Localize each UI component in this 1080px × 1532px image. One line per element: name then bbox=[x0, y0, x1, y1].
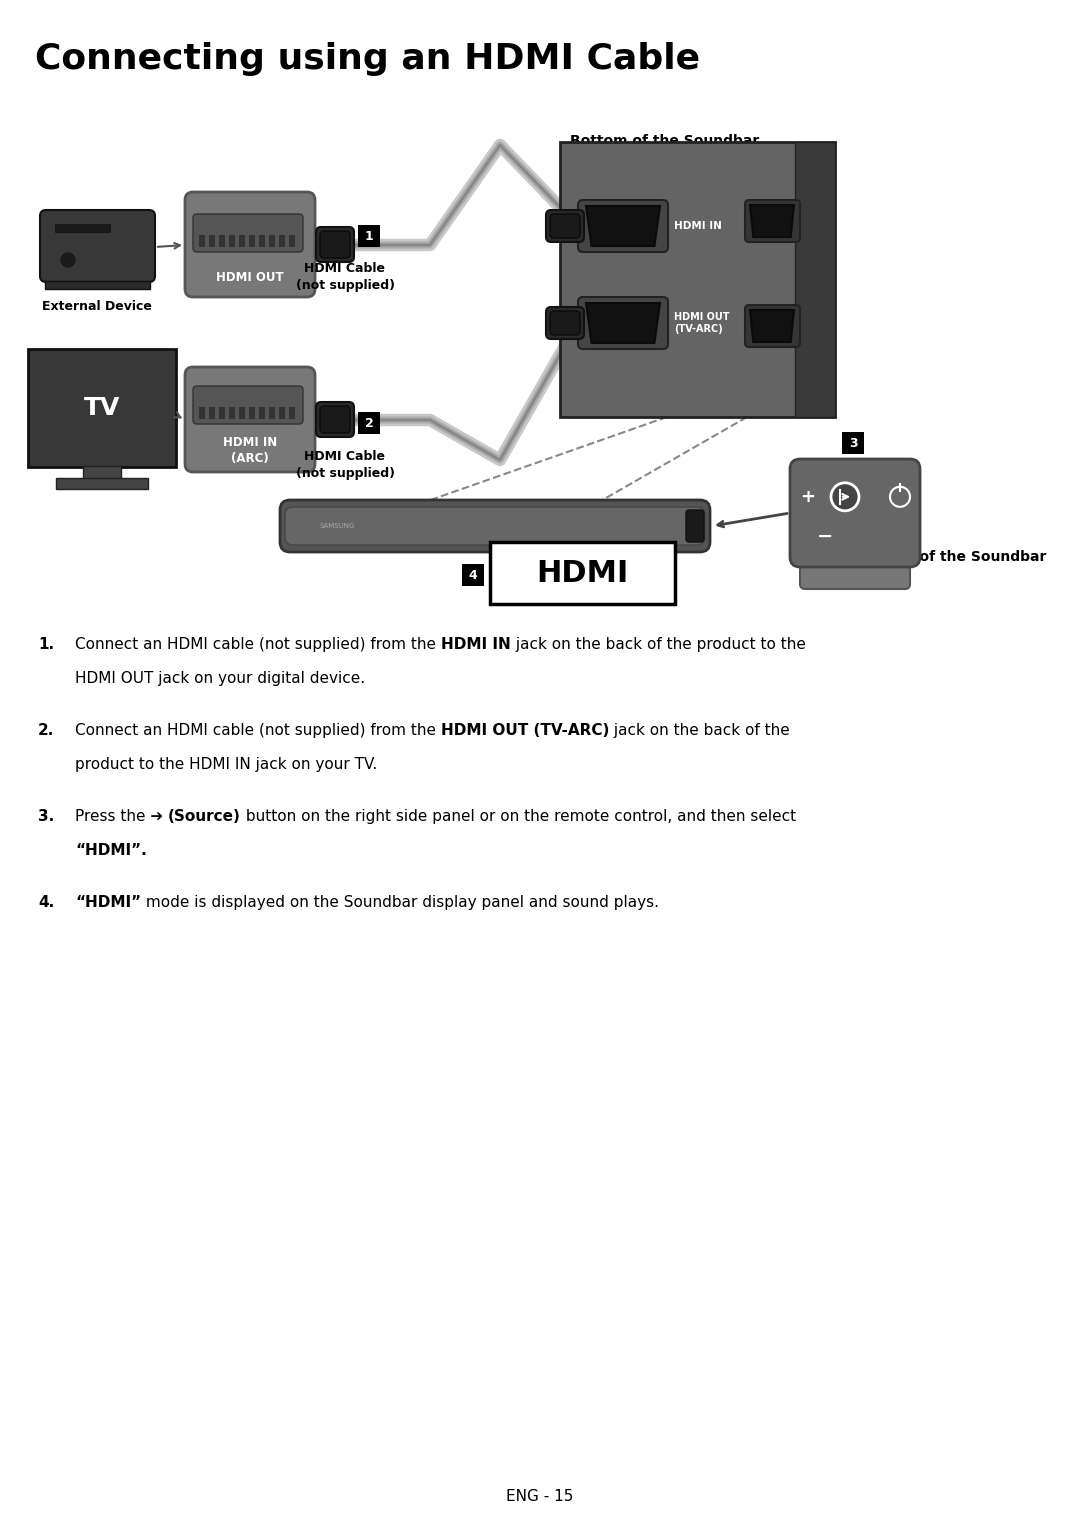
Bar bbox=[249, 234, 255, 247]
Text: Right Side of the Soundbar: Right Side of the Soundbar bbox=[834, 550, 1047, 564]
Bar bbox=[561, 142, 835, 417]
Text: Bottom of the Soundbar: Bottom of the Soundbar bbox=[570, 133, 759, 149]
FancyBboxPatch shape bbox=[185, 192, 315, 297]
Bar bbox=[55, 224, 110, 231]
Bar bbox=[56, 478, 148, 489]
FancyBboxPatch shape bbox=[686, 510, 704, 542]
FancyBboxPatch shape bbox=[550, 311, 580, 336]
FancyBboxPatch shape bbox=[40, 210, 156, 282]
FancyBboxPatch shape bbox=[550, 214, 580, 237]
Polygon shape bbox=[586, 205, 660, 247]
Bar bbox=[259, 408, 265, 418]
Bar bbox=[279, 234, 285, 247]
Bar bbox=[28, 349, 176, 467]
Polygon shape bbox=[750, 309, 794, 342]
Text: HDMI OUT: HDMI OUT bbox=[216, 271, 284, 283]
Text: 3.: 3. bbox=[38, 809, 54, 824]
FancyBboxPatch shape bbox=[546, 306, 584, 339]
Text: HDMI OUT (TV-ARC): HDMI OUT (TV-ARC) bbox=[441, 723, 609, 738]
Text: HDMI Cable
(not supplied): HDMI Cable (not supplied) bbox=[296, 262, 394, 293]
Text: HDMI IN: HDMI IN bbox=[674, 221, 721, 231]
Text: product to the HDMI IN jack on your TV.: product to the HDMI IN jack on your TV. bbox=[75, 757, 377, 772]
FancyBboxPatch shape bbox=[800, 565, 910, 588]
FancyBboxPatch shape bbox=[320, 406, 350, 434]
Circle shape bbox=[831, 483, 859, 510]
Text: 2.: 2. bbox=[38, 723, 54, 738]
Text: HDMI OUT
(TV-ARC): HDMI OUT (TV-ARC) bbox=[674, 313, 729, 334]
Bar bbox=[289, 408, 295, 418]
Bar bbox=[210, 408, 215, 418]
Text: HDMI OUT jack on your digital device.: HDMI OUT jack on your digital device. bbox=[75, 671, 365, 686]
Bar bbox=[249, 408, 255, 418]
Bar bbox=[490, 542, 675, 604]
Text: Connect an HDMI cable (not supplied) from the: Connect an HDMI cable (not supplied) fro… bbox=[75, 637, 441, 653]
Bar bbox=[219, 234, 225, 247]
Text: SAMSUNG: SAMSUNG bbox=[320, 522, 355, 529]
Text: 3: 3 bbox=[849, 437, 858, 449]
Bar bbox=[219, 408, 225, 418]
Text: Connect an HDMI cable (not supplied) from the: Connect an HDMI cable (not supplied) fro… bbox=[75, 723, 441, 738]
Bar bbox=[259, 234, 265, 247]
FancyBboxPatch shape bbox=[546, 210, 584, 242]
Text: −: − bbox=[816, 527, 833, 547]
FancyBboxPatch shape bbox=[789, 460, 920, 567]
FancyBboxPatch shape bbox=[193, 214, 303, 251]
Text: (Source): (Source) bbox=[168, 809, 241, 824]
FancyBboxPatch shape bbox=[320, 231, 350, 257]
Text: Connecting using an HDMI Cable: Connecting using an HDMI Cable bbox=[35, 41, 700, 77]
Text: jack on the back of the: jack on the back of the bbox=[609, 723, 789, 738]
Text: mode is displayed on the Soundbar display panel and sound plays.: mode is displayed on the Soundbar displa… bbox=[141, 895, 659, 910]
Text: 1.: 1. bbox=[38, 637, 54, 653]
FancyBboxPatch shape bbox=[316, 401, 354, 437]
Bar bbox=[289, 234, 295, 247]
Bar bbox=[239, 234, 245, 247]
Text: HDMI Cable
(not supplied): HDMI Cable (not supplied) bbox=[296, 450, 394, 480]
Text: HDMI IN
(ARC): HDMI IN (ARC) bbox=[222, 435, 278, 464]
Bar bbox=[229, 234, 235, 247]
Text: jack on the back of the product to the: jack on the back of the product to the bbox=[511, 637, 806, 653]
Text: External Device: External Device bbox=[42, 300, 152, 313]
Bar bbox=[269, 234, 275, 247]
Polygon shape bbox=[586, 303, 660, 343]
Bar bbox=[357, 412, 380, 434]
Text: 4: 4 bbox=[469, 568, 477, 582]
Circle shape bbox=[60, 253, 75, 267]
FancyBboxPatch shape bbox=[578, 201, 669, 251]
Text: “HDMI”: “HDMI” bbox=[75, 895, 141, 910]
Text: +: + bbox=[800, 487, 815, 506]
Bar bbox=[239, 408, 245, 418]
FancyBboxPatch shape bbox=[578, 297, 669, 349]
Text: ENG - 15: ENG - 15 bbox=[507, 1489, 573, 1504]
Text: HDMI: HDMI bbox=[536, 559, 629, 587]
Bar bbox=[842, 432, 864, 453]
Bar bbox=[229, 408, 235, 418]
FancyBboxPatch shape bbox=[193, 386, 303, 424]
Text: Press the ➔: Press the ➔ bbox=[75, 809, 168, 824]
FancyBboxPatch shape bbox=[316, 227, 354, 262]
FancyBboxPatch shape bbox=[745, 201, 800, 242]
Text: “HDMI”.: “HDMI”. bbox=[75, 843, 147, 858]
Bar bbox=[269, 408, 275, 418]
FancyBboxPatch shape bbox=[745, 305, 800, 348]
FancyBboxPatch shape bbox=[185, 368, 315, 472]
Bar bbox=[83, 466, 121, 480]
Bar bbox=[45, 280, 150, 290]
Polygon shape bbox=[750, 205, 794, 237]
Bar bbox=[210, 234, 215, 247]
Bar bbox=[462, 564, 484, 587]
Bar bbox=[199, 234, 205, 247]
Text: 2: 2 bbox=[365, 417, 374, 429]
Text: 4.: 4. bbox=[38, 895, 54, 910]
Text: TV: TV bbox=[84, 395, 120, 420]
Bar bbox=[279, 408, 285, 418]
Bar bbox=[795, 142, 835, 417]
Text: HDMI IN: HDMI IN bbox=[441, 637, 511, 653]
FancyBboxPatch shape bbox=[285, 507, 705, 545]
Bar bbox=[199, 408, 205, 418]
Text: button on the right side panel or on the remote control, and then select: button on the right side panel or on the… bbox=[241, 809, 796, 824]
Text: 1: 1 bbox=[365, 230, 374, 242]
Bar bbox=[357, 225, 380, 247]
FancyBboxPatch shape bbox=[280, 499, 710, 552]
